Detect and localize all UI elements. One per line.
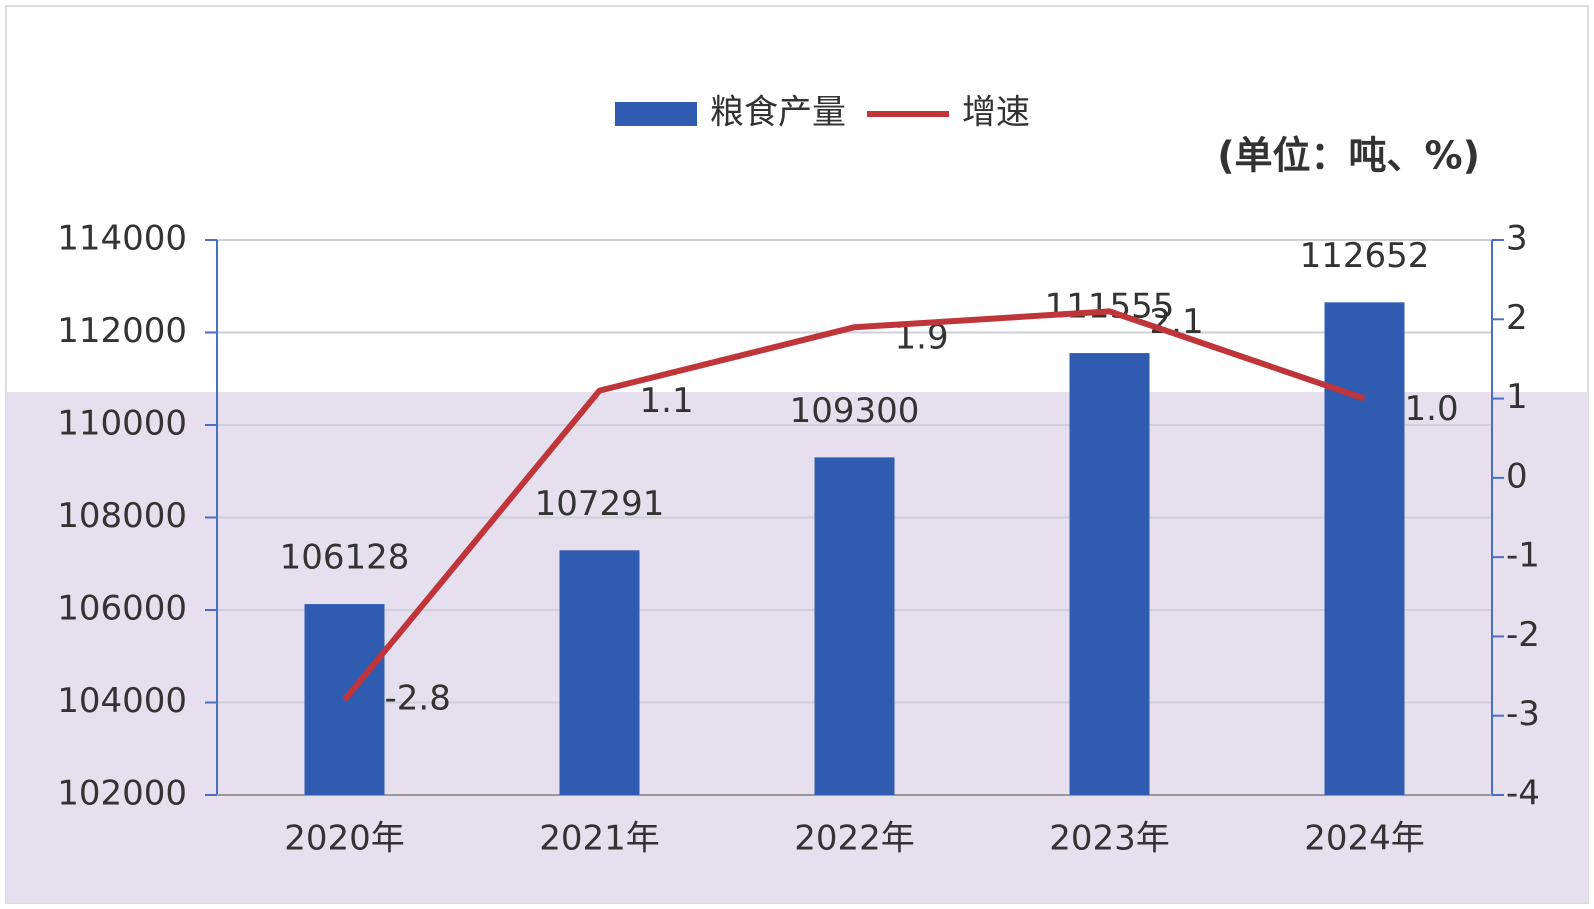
bar xyxy=(814,457,895,795)
bar xyxy=(1324,302,1405,795)
y2-tick-label: -1 xyxy=(1506,536,1540,576)
bar xyxy=(1069,353,1150,795)
y2-tick-label: 1 xyxy=(1506,377,1528,417)
bar xyxy=(559,550,640,795)
x-tick-label: 2022年 xyxy=(794,819,915,859)
bar-value-label: 111555 xyxy=(1045,287,1175,327)
y-tick-label: 102000 xyxy=(57,774,187,814)
bar-value-label: 106128 xyxy=(280,538,410,578)
y-tick-label: 112000 xyxy=(57,311,187,351)
x-tick-label: 2023年 xyxy=(1049,819,1170,859)
bar-value-label: 112652 xyxy=(1300,236,1430,276)
y2-tick-label: 3 xyxy=(1506,219,1528,259)
legend-swatch xyxy=(615,102,697,126)
y2-tick-label: -4 xyxy=(1506,774,1540,814)
y-tick-label: 104000 xyxy=(57,681,187,721)
bar-value-label: 109300 xyxy=(790,391,920,431)
bar-value-label: 107291 xyxy=(535,484,665,524)
y2-tick-label: 2 xyxy=(1506,298,1528,338)
y2-tick-label: 0 xyxy=(1506,456,1528,496)
line-value-label: 1.1 xyxy=(640,381,694,421)
y-tick-label: 106000 xyxy=(57,589,187,629)
y-tick-label: 114000 xyxy=(57,219,187,259)
y2-tick-label: -3 xyxy=(1506,694,1540,734)
y-tick-label: 108000 xyxy=(57,496,187,536)
x-tick-label: 2024年 xyxy=(1304,819,1425,859)
y-tick-label: 110000 xyxy=(57,404,187,444)
background-band xyxy=(6,392,1588,903)
line-value-label: -2.8 xyxy=(385,678,451,718)
line xyxy=(342,308,1366,702)
line-value-label: 1.0 xyxy=(1405,389,1459,429)
unit-note: (单位：吨、%) xyxy=(1217,134,1480,178)
legend-label: 增速 xyxy=(962,93,1030,133)
x-tick-label: 2020年 xyxy=(284,819,405,859)
x-tick-label: 2021年 xyxy=(539,819,660,859)
y2-tick-label: -2 xyxy=(1506,615,1540,655)
legend-label: 粮食产量 xyxy=(710,93,846,133)
